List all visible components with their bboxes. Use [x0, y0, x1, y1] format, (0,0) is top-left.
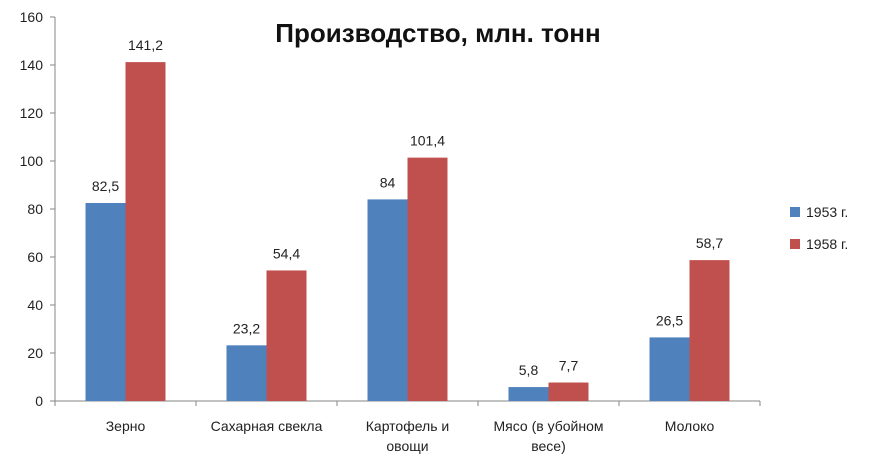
legend-label: 1958 г. — [806, 236, 848, 252]
bar-1953 — [649, 337, 690, 401]
category-label: Молоко — [665, 418, 715, 434]
category-label: Зерно — [106, 418, 146, 434]
bar-1958 — [125, 62, 166, 402]
y-tick-label: 60 — [27, 249, 43, 265]
y-tick-label: 80 — [27, 201, 43, 217]
bar-1958 — [407, 157, 448, 401]
data-label: 54,4 — [273, 245, 300, 261]
data-label: 7,7 — [559, 358, 579, 374]
data-label: 58,7 — [696, 235, 723, 251]
chart-title: Производство, млн. тонн — [275, 18, 600, 48]
data-label: 5,8 — [519, 362, 539, 378]
y-tick-label: 100 — [20, 153, 44, 169]
bar-1953 — [85, 203, 126, 401]
data-label: 23,2 — [233, 320, 260, 336]
data-label: 82,5 — [92, 178, 119, 194]
y-tick-label: 160 — [20, 9, 44, 25]
legend-label: 1953 г. — [806, 204, 848, 220]
category-label: Сахарная свекла — [211, 418, 323, 434]
y-tick-label: 140 — [20, 57, 44, 73]
category-label: Картофель и — [366, 418, 449, 434]
data-label: 84 — [380, 174, 396, 190]
y-tick-label: 20 — [27, 345, 43, 361]
bar-1953 — [508, 387, 549, 401]
legend-swatch — [790, 239, 800, 249]
y-tick-label: 40 — [27, 297, 43, 313]
category-label: весе) — [531, 438, 566, 454]
bar-1958 — [266, 270, 307, 401]
category-label: Мясо (в убойном — [494, 418, 604, 434]
legend-swatch — [790, 207, 800, 217]
data-label: 26,5 — [656, 312, 683, 328]
category-label: овощи — [386, 438, 428, 454]
bar-1953 — [226, 345, 267, 401]
bar-1958 — [689, 260, 730, 401]
data-label: 101,4 — [410, 133, 445, 149]
bar-1958 — [548, 382, 589, 401]
data-label: 141,2 — [128, 37, 163, 53]
bar-1953 — [367, 199, 408, 401]
y-tick-label: 120 — [20, 105, 44, 121]
y-tick-label: 0 — [35, 393, 43, 409]
